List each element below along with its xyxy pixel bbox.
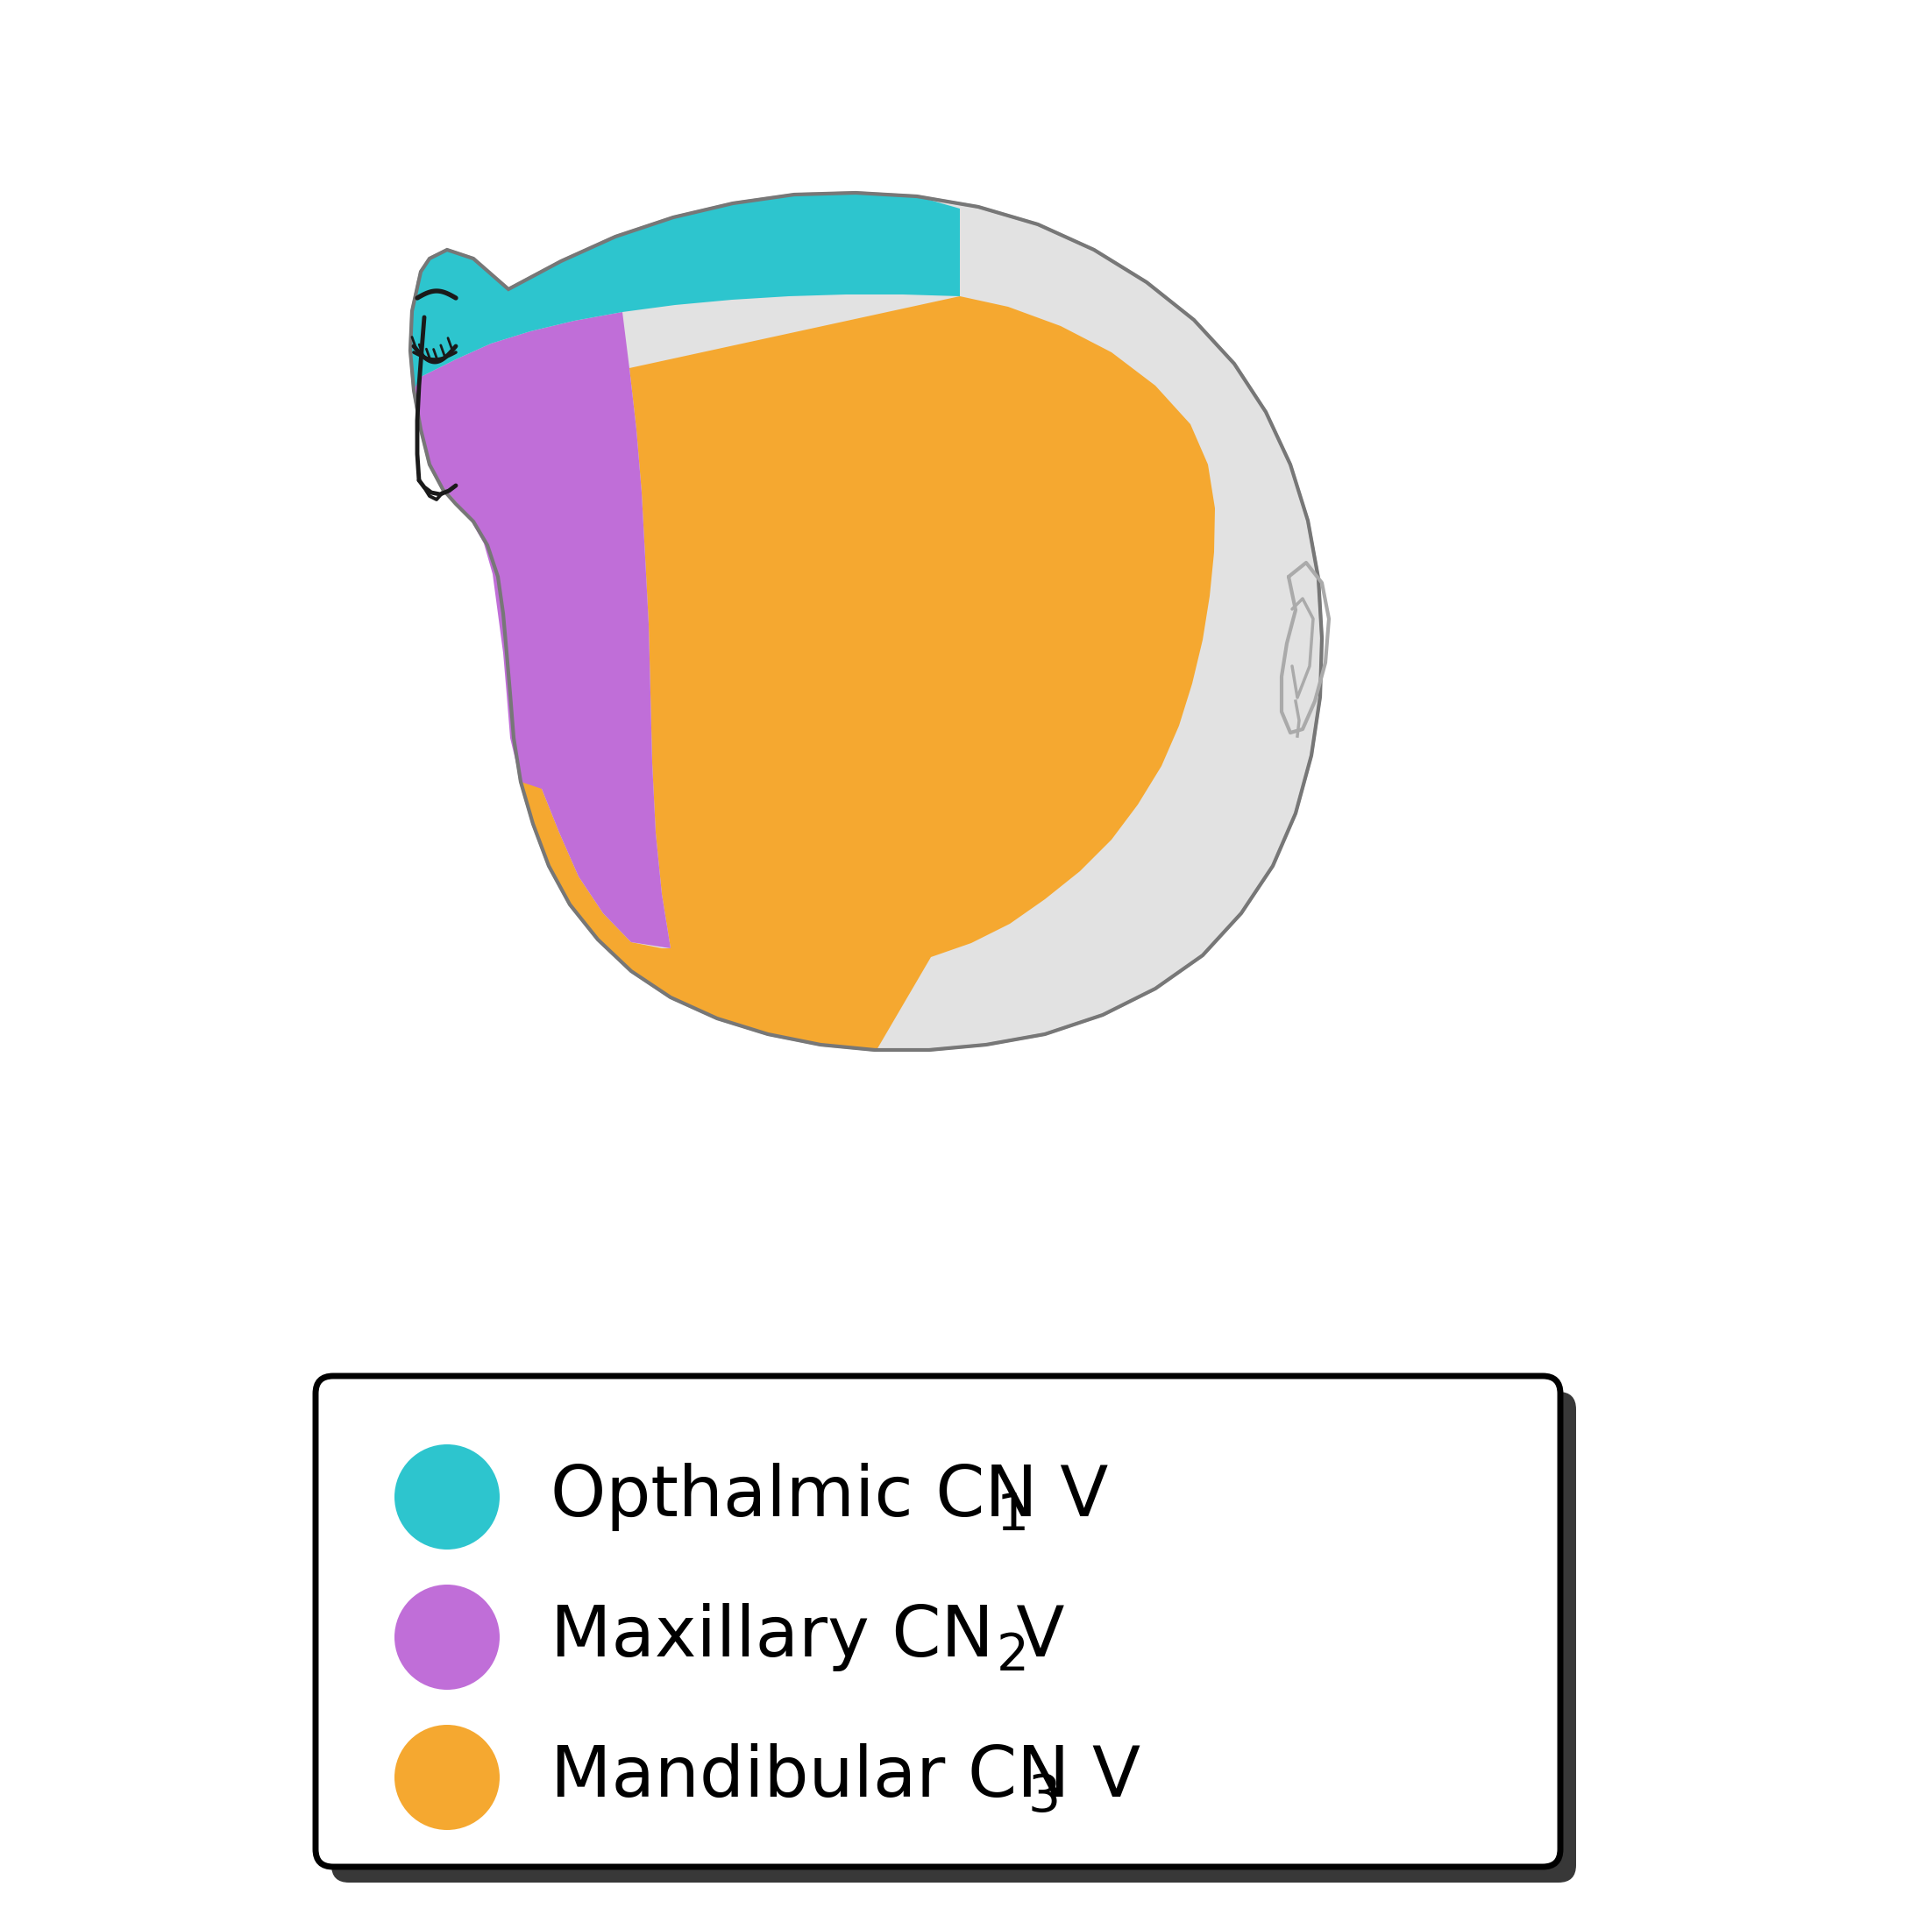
Polygon shape — [410, 193, 1321, 1049]
Text: 3: 3 — [1028, 1771, 1061, 1821]
Text: 2: 2 — [997, 1632, 1028, 1681]
FancyBboxPatch shape — [332, 1392, 1577, 1882]
Text: 1: 1 — [997, 1492, 1028, 1542]
Circle shape — [394, 1584, 500, 1689]
Circle shape — [394, 1725, 500, 1831]
Polygon shape — [410, 280, 670, 948]
Circle shape — [394, 1444, 500, 1549]
Text: Maxillary CN V: Maxillary CN V — [551, 1603, 1065, 1672]
Polygon shape — [514, 297, 1215, 1049]
Text: Opthalmic CN V: Opthalmic CN V — [551, 1463, 1109, 1532]
FancyBboxPatch shape — [315, 1377, 1561, 1867]
Polygon shape — [410, 193, 960, 391]
Text: Mandibular CN V: Mandibular CN V — [551, 1743, 1140, 1812]
